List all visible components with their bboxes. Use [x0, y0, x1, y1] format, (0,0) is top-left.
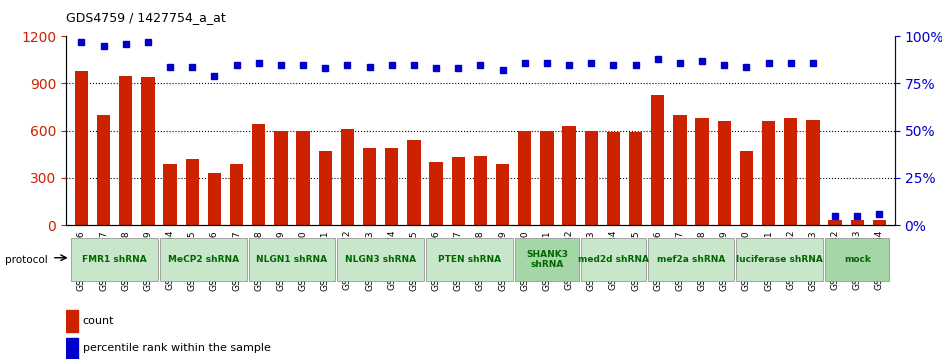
- Text: MeCP2 shRNA: MeCP2 shRNA: [168, 255, 239, 264]
- Bar: [297, 131, 310, 225]
- Bar: [585, 131, 598, 225]
- Bar: [651, 94, 664, 225]
- Bar: [119, 76, 133, 225]
- FancyBboxPatch shape: [648, 238, 734, 281]
- Bar: [274, 131, 287, 225]
- Bar: [363, 148, 376, 225]
- Text: NLGN3 shRNA: NLGN3 shRNA: [345, 255, 416, 264]
- Text: GDS4759 / 1427754_a_at: GDS4759 / 1427754_a_at: [66, 11, 226, 24]
- Text: FMR1 shRNA: FMR1 shRNA: [82, 255, 147, 264]
- Bar: [407, 140, 420, 225]
- Bar: [828, 220, 842, 225]
- Bar: [674, 115, 687, 225]
- FancyBboxPatch shape: [249, 238, 335, 281]
- Bar: [495, 164, 510, 225]
- FancyBboxPatch shape: [337, 238, 424, 281]
- Text: mock: mock: [844, 255, 870, 264]
- Bar: [541, 131, 554, 225]
- Bar: [739, 151, 753, 225]
- FancyBboxPatch shape: [72, 238, 158, 281]
- FancyBboxPatch shape: [581, 238, 645, 281]
- Bar: [451, 158, 465, 225]
- FancyBboxPatch shape: [160, 238, 247, 281]
- Bar: [607, 132, 620, 225]
- Text: med2d shRNA: med2d shRNA: [577, 255, 649, 264]
- Bar: [318, 151, 332, 225]
- Bar: [97, 115, 110, 225]
- Bar: [230, 164, 243, 225]
- FancyBboxPatch shape: [825, 238, 889, 281]
- Bar: [629, 132, 642, 225]
- Bar: [562, 126, 576, 225]
- Text: mef2a shRNA: mef2a shRNA: [657, 255, 725, 264]
- Text: protocol: protocol: [5, 254, 47, 265]
- Text: luciferase shRNA: luciferase shRNA: [737, 255, 823, 264]
- Text: SHANK3
shRNA: SHANK3 shRNA: [526, 250, 568, 269]
- Bar: [851, 220, 864, 225]
- Bar: [141, 77, 154, 225]
- Bar: [252, 125, 266, 225]
- FancyBboxPatch shape: [426, 238, 512, 281]
- Bar: [474, 156, 487, 225]
- Bar: [66, 338, 78, 359]
- Bar: [872, 220, 886, 225]
- FancyBboxPatch shape: [514, 238, 579, 281]
- Bar: [74, 71, 89, 225]
- Bar: [341, 129, 354, 225]
- Bar: [430, 162, 443, 225]
- Bar: [784, 118, 797, 225]
- Bar: [806, 120, 820, 225]
- FancyBboxPatch shape: [737, 238, 823, 281]
- Bar: [208, 173, 221, 225]
- Bar: [718, 121, 731, 225]
- Text: NLGN1 shRNA: NLGN1 shRNA: [256, 255, 328, 264]
- Bar: [695, 118, 708, 225]
- Bar: [186, 159, 199, 225]
- Bar: [164, 164, 177, 225]
- Text: count: count: [83, 316, 114, 326]
- Text: PTEN shRNA: PTEN shRNA: [438, 255, 501, 264]
- Text: percentile rank within the sample: percentile rank within the sample: [83, 343, 270, 354]
- Bar: [518, 131, 531, 225]
- Bar: [385, 148, 398, 225]
- Bar: [66, 310, 78, 332]
- Bar: [762, 121, 775, 225]
